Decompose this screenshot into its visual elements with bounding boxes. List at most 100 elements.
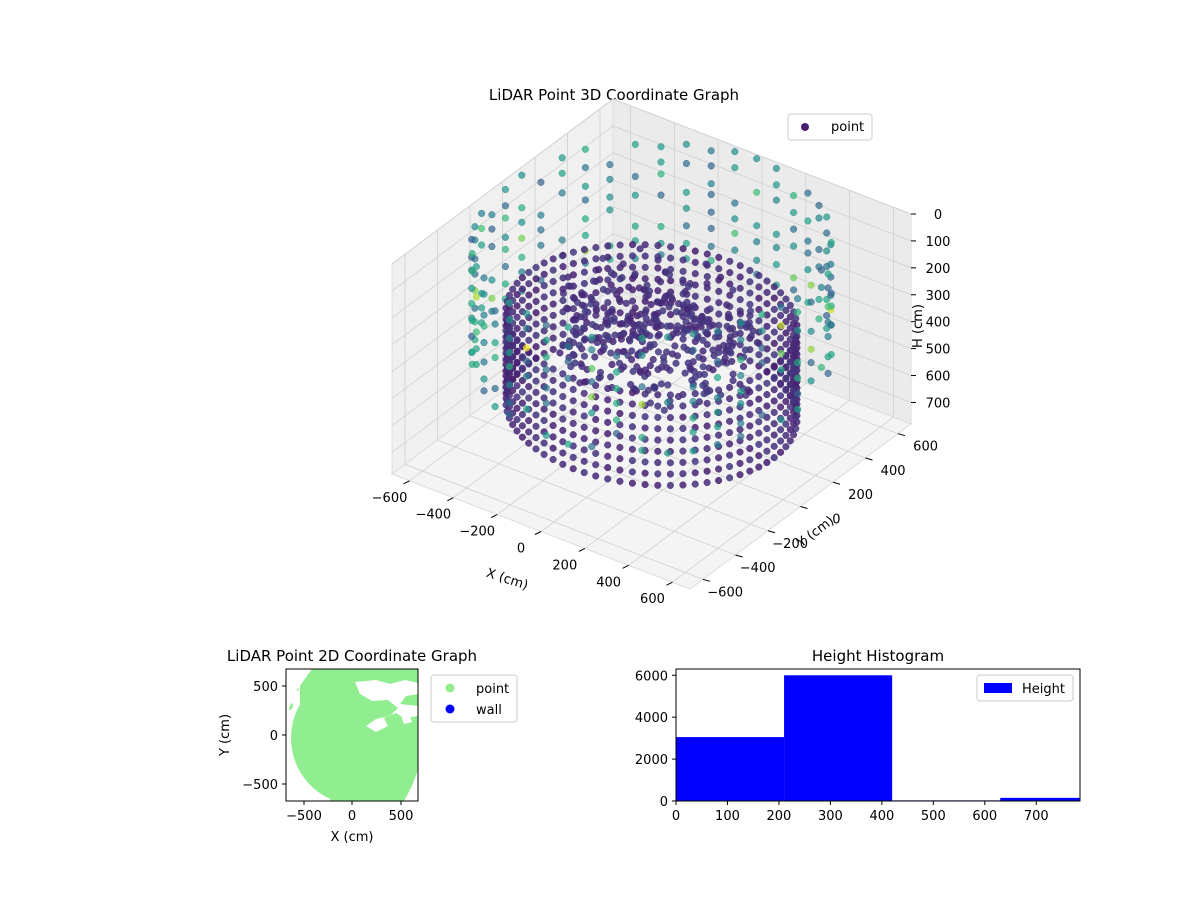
chart-3d-point	[542, 336, 550, 344]
chart-3d-point	[772, 244, 780, 252]
chart-3d-point	[737, 371, 745, 380]
chart-3d-point	[746, 357, 754, 365]
chart-3d-point	[525, 428, 533, 436]
chart-3d-point	[666, 481, 674, 489]
chart-3d-point	[823, 247, 831, 255]
chart-3d-point	[689, 428, 697, 436]
chart-3d-point	[758, 344, 766, 352]
chart-3d-point	[509, 421, 517, 429]
chart-3d-point	[653, 323, 661, 331]
chart-3d-point	[654, 264, 662, 272]
chart-3d-point	[824, 318, 832, 326]
chart-3d-points	[468, 140, 835, 489]
chart-3d-gridline-y	[502, 181, 801, 507]
chart-3d-point	[755, 351, 763, 359]
chart-3d-ytick	[767, 530, 776, 534]
chart-3d-point	[540, 450, 548, 458]
chart-3d-point	[683, 305, 692, 313]
chart-3d-point	[731, 164, 739, 172]
chart-3d-point	[532, 354, 540, 363]
chart-3d-point	[691, 292, 699, 300]
chart-3d-point	[691, 247, 699, 255]
chart-3d-point	[657, 143, 665, 151]
chart-3d-point	[532, 343, 540, 351]
chart-3d-xtick	[447, 497, 454, 502]
chart-3d-point	[706, 305, 714, 313]
chart-3d-point	[629, 263, 637, 271]
chart-3d-point	[559, 404, 567, 412]
chart-3d-point	[472, 293, 480, 301]
chart-3d-gridline-x	[628, 190, 851, 566]
chart-3d-point	[763, 379, 771, 387]
chart-3d-point	[763, 436, 771, 444]
chart-3d-point	[641, 413, 649, 421]
chart-3d-point	[602, 315, 610, 324]
chart-3d-point	[763, 277, 771, 285]
chart-3d-point	[588, 443, 596, 451]
chart-3d-point	[491, 403, 499, 411]
chart-3d-point	[691, 258, 699, 266]
chart-3d-point	[782, 386, 790, 394]
chart-3d-point	[604, 430, 612, 438]
chart-3d-point	[604, 441, 612, 449]
chart-3d-point	[679, 436, 687, 444]
chart-3d-point	[715, 265, 723, 273]
chart-3d-point	[641, 390, 649, 398]
chart-3d-point	[715, 253, 723, 261]
chart-3d-point	[540, 282, 548, 290]
chart-3d-point	[689, 397, 697, 405]
chart-3d-point	[786, 392, 794, 400]
chart-3d-point	[736, 448, 744, 456]
chart-3d-point	[564, 323, 572, 331]
chart-3d-point	[772, 181, 780, 189]
chart-3d-point	[755, 395, 763, 403]
histogram-xtick-label: 0	[672, 809, 680, 824]
chart-3d-point	[714, 441, 722, 449]
histogram-ytick-label: 0	[660, 795, 668, 810]
chart-3d-point	[736, 310, 744, 318]
histogram-xtick-label: 200	[767, 809, 792, 824]
chart-3d-point	[827, 238, 835, 246]
chart-3d-point	[638, 334, 646, 342]
chart-3d-point	[786, 425, 794, 434]
chart-3d-point	[628, 347, 636, 355]
chart-3d-point	[777, 416, 785, 424]
chart-3d-point	[581, 215, 589, 223]
chart-3d-point	[746, 300, 754, 308]
histogram-xtick-label: 400	[869, 809, 894, 824]
chart-3d-point	[513, 291, 521, 299]
chart-3d-point	[777, 366, 785, 374]
chart-3d-point	[786, 358, 794, 366]
chart-3d-point	[513, 336, 521, 345]
chart-3d-point	[654, 241, 662, 250]
chart-3d-point	[663, 322, 671, 330]
chart-3d-point	[755, 452, 763, 460]
chart-3d-ztick-label: 0	[934, 208, 942, 223]
chart-3d-point	[664, 381, 672, 389]
chart-3d-point	[549, 422, 557, 430]
chart-3d-point	[616, 477, 624, 485]
chart-3d-point	[509, 285, 517, 293]
chart-3d-point	[709, 321, 717, 329]
chart-3d-point	[827, 260, 835, 268]
chart-3d-point	[777, 448, 785, 456]
chart-3d-point	[682, 204, 690, 212]
chart-3d-point	[641, 480, 649, 489]
chart-3d-point	[488, 211, 496, 219]
chart-3d-point	[782, 329, 790, 337]
chart-3d-point	[726, 406, 734, 414]
chart-3d-point	[666, 414, 674, 422]
chart-3d-gridline-z	[391, 98, 912, 265]
chart-3d-point	[629, 297, 637, 305]
chart-3d-point	[629, 367, 637, 375]
chart-3d-point	[599, 254, 607, 262]
chart-3d-point	[549, 334, 557, 342]
chart-3d-point	[679, 391, 687, 399]
chart-3d-point	[683, 290, 691, 298]
chart-3d-xtick-label: 600	[640, 592, 665, 607]
chart-3d-point	[616, 443, 624, 451]
chart-3d-point	[758, 327, 766, 335]
chart-3d-point	[559, 296, 567, 305]
chart-3d-point	[505, 411, 513, 419]
chart-3d-point	[660, 406, 668, 414]
